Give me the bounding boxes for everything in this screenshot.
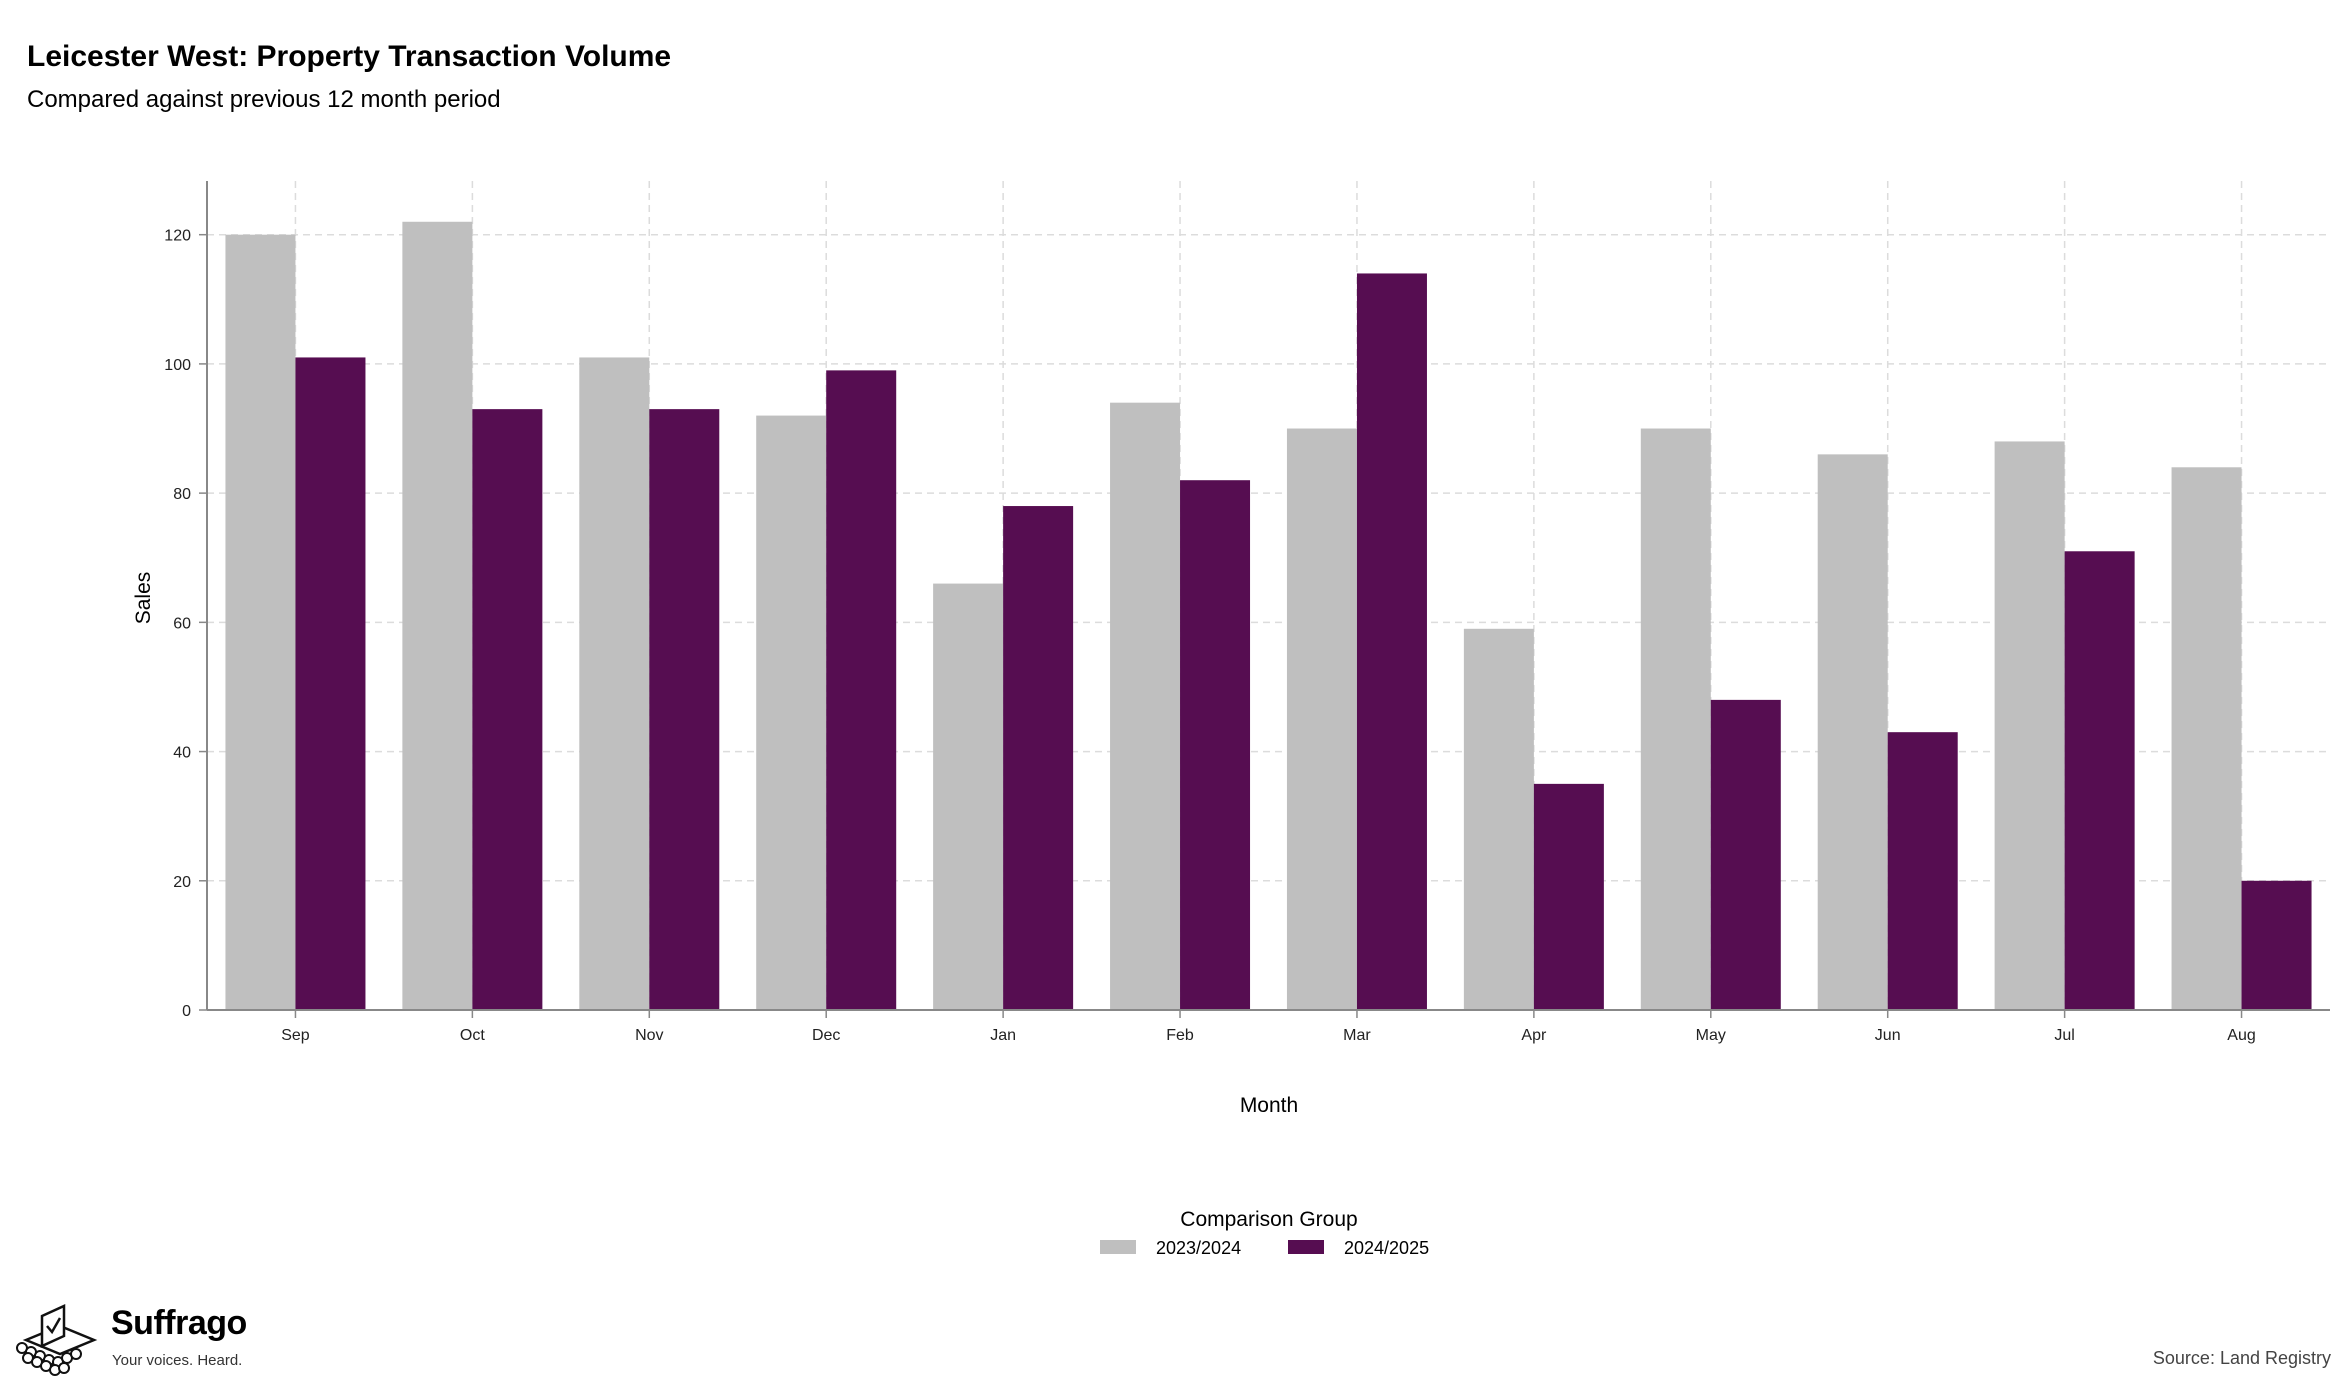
x-tick-label: May: [1696, 1027, 1726, 1044]
x-tick-label: Jun: [1875, 1027, 1901, 1044]
chart-title: Leicester West: Property Transaction Vol…: [27, 40, 672, 73]
x-tick-label: Sep: [281, 1027, 310, 1044]
bar-2023-2024-aug: [2171, 467, 2242, 1010]
bar-2023-2024-oct: [402, 221, 473, 1010]
y-tick-label: 80: [173, 486, 191, 503]
bar-2024-2025-nov: [649, 409, 720, 1010]
bar-2023-2024-jan: [933, 583, 1004, 1010]
bar-2024-2025-apr: [1533, 783, 1604, 1010]
bar-2024-2025-aug: [2241, 880, 2312, 1010]
x-tick-label: Apr: [1521, 1027, 1547, 1044]
bar-2023-2024-jun: [1817, 454, 1888, 1010]
brand-tagline: Your voices. Heard.: [112, 1352, 243, 1369]
bar-2023-2024-dec: [756, 415, 827, 1010]
x-tick-label: Aug: [2227, 1027, 2255, 1044]
ballot-box-icon: [16, 1304, 98, 1376]
bar-2024-2025-jun: [1887, 732, 1958, 1010]
bar-2023-2024-feb: [1110, 402, 1181, 1010]
x-tick-label: Mar: [1343, 1027, 1371, 1044]
bars: [225, 221, 2312, 1010]
y-tick-label: 120: [164, 228, 191, 245]
legend-items: 2023/2024 2024/2025: [1100, 1238, 1429, 1258]
y-tick-label: 60: [173, 615, 191, 632]
source-note: Source: Land Registry: [2152, 1348, 2331, 1368]
axes: [199, 181, 2330, 1018]
y-tick-label: 100: [164, 357, 191, 374]
bar-2023-2024-nov: [579, 357, 650, 1010]
legend-label: 2024/2025: [1344, 1238, 1429, 1258]
bar-2024-2025-oct: [472, 409, 543, 1010]
chart-subtitle: Compared against previous 12 month perio…: [27, 86, 501, 113]
bar-2024-2025-jan: [1003, 506, 1074, 1010]
bar-2023-2024-jul: [1994, 441, 2065, 1010]
bar-2024-2025-feb: [1180, 480, 1251, 1010]
legend: Comparison Group 2023/2024 2024/2025: [1100, 1208, 1429, 1258]
x-tick-label: Feb: [1166, 1027, 1194, 1044]
x-tick-label: Jan: [990, 1027, 1016, 1044]
bar-2024-2025-mar: [1356, 273, 1427, 1010]
brand-logo: Suffrago Your voices. Heard.: [14, 1296, 274, 1376]
legend-swatch: [1100, 1240, 1136, 1254]
legend-label: 2023/2024: [1156, 1238, 1241, 1258]
x-tick-label: Jul: [2054, 1027, 2074, 1044]
bar-2023-2024-may: [1640, 428, 1711, 1010]
y-tick-label: 20: [173, 874, 191, 891]
brand-name: Suffrago: [111, 1304, 247, 1342]
y-tick-label: 40: [173, 745, 191, 762]
legend-title: Comparison Group: [1180, 1208, 1357, 1231]
x-tick-label: Nov: [635, 1027, 663, 1044]
bar-2023-2024-apr: [1463, 628, 1534, 1010]
y-tick-label: 0: [182, 1003, 191, 1020]
bar-2023-2024-sep: [225, 234, 296, 1010]
legend-swatch: [1288, 1240, 1324, 1254]
bar-2024-2025-may: [1710, 699, 1781, 1010]
bar-2024-2025-dec: [826, 370, 897, 1010]
x-axis-title: Month: [1240, 1094, 1298, 1117]
bar-2024-2025-jul: [2064, 551, 2135, 1010]
y-tick-labels: 0 20 40 60 80 100 120: [164, 228, 191, 1020]
x-tick-label: Dec: [812, 1027, 840, 1044]
bar-2023-2024-mar: [1286, 428, 1357, 1010]
bar-2024-2025-sep: [295, 357, 366, 1010]
y-axis-title: Sales: [132, 572, 155, 625]
x-tick-label: Oct: [460, 1027, 485, 1044]
x-tick-labels: Sep Oct Nov Dec Jan Feb Mar Apr May Jun Jul Aug: [281, 1027, 2256, 1044]
